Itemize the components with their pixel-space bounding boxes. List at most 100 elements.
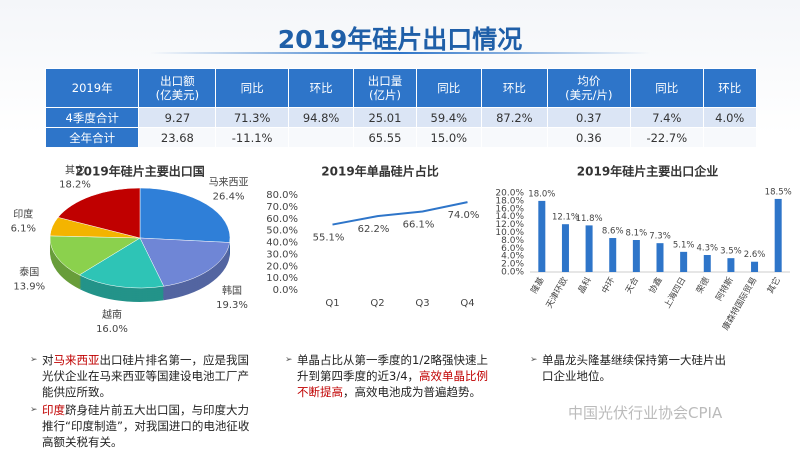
chart-title: 2019年硅片主要出口国 [75, 164, 204, 179]
value-label: 4.3% [696, 244, 718, 254]
header-text: (亿片) [368, 88, 401, 102]
header-text: (亿美元) [155, 88, 200, 102]
bullet: 单晶占比从第一季度的1/2略强快速上升到第四季度的近3/4，高效单晶比例不断提高… [285, 352, 495, 400]
header-cell: 同比 [215, 68, 289, 108]
table-cell [287, 127, 355, 148]
x-tick-label: 隆基 [529, 275, 547, 296]
header-text: 出口量 [367, 74, 403, 88]
x-tick-label: 上海四日 [662, 275, 689, 310]
y-tick-label: 60.0% [266, 214, 298, 225]
y-tick-label: 20.0% [266, 261, 298, 272]
bar [656, 243, 664, 272]
x-tick-label: 晶科 [576, 275, 594, 296]
table-cell [702, 127, 757, 148]
bullet-text: 马来西亚 [53, 353, 100, 367]
header-text: 同比 [437, 81, 461, 95]
bullet-text: 对 [42, 353, 54, 367]
value-label: 55.1% [313, 233, 345, 244]
bar [538, 200, 546, 272]
bullet: 印度跻身硅片前五大出口国，与印度大力推行“印度制造”，对我国进口的电池征收高额关… [30, 402, 260, 450]
value-label: 12.1% [552, 213, 579, 223]
watermark: 中国光伏行业协会CPIA [568, 404, 723, 422]
value-label: 18.2% [59, 179, 91, 190]
table-cell: 全年合计 [44, 127, 140, 148]
bar [727, 258, 735, 272]
bar [774, 198, 782, 272]
category-label: 越南 [102, 308, 122, 321]
header-cell: 环比 [481, 68, 548, 108]
header-cell: 出口额 (亿美元) [138, 68, 217, 108]
table-cell: 23.68 [138, 127, 217, 148]
value-label: 6.1% [11, 223, 36, 234]
y-tick-label: 0.0% [501, 268, 524, 278]
value-label: 18.0% [528, 189, 555, 199]
x-tick-label: 中环 [599, 275, 617, 296]
bar [632, 240, 640, 272]
value-label: 11.8% [576, 214, 603, 224]
x-tick-label: 荣德 [694, 275, 712, 296]
bullet-column: 单晶占比从第一季度的1/2略强快速上升到第四季度的近3/4，高效单晶比例不断提高… [285, 352, 495, 402]
line [332, 201, 468, 226]
table-cell: -22.7% [630, 127, 704, 148]
bar [680, 251, 688, 272]
table-cell: 0.37 [546, 107, 632, 128]
value-label: 2.6% [744, 250, 766, 260]
category-label: 其它 [65, 163, 85, 176]
pie-slice [139, 237, 230, 287]
x-tick-label: 协鑫 [647, 275, 665, 296]
y-tick-label: 40.0% [266, 238, 298, 249]
value-label: 19.3% [216, 300, 248, 311]
header-cell: 2019年 [44, 68, 140, 108]
header-text: 环比 [718, 81, 742, 95]
header-text: 同比 [655, 81, 679, 95]
y-tick-label: 12.0% [495, 220, 524, 230]
table-cell: 15.0% [415, 127, 483, 148]
value-label: 62.2% [358, 224, 390, 235]
value-label: 66.1% [403, 220, 435, 231]
value-label: 74.0% [448, 210, 480, 221]
chart-title: 2019年单晶硅片占比 [321, 164, 438, 179]
value-label: 13.9% [13, 282, 45, 293]
y-tick-label: 8.0% [501, 236, 524, 246]
y-tick-label: 0.0% [273, 285, 298, 296]
bullet-column: 单晶龙头隆基继续保持第一大硅片出口企业地位。 [530, 352, 730, 386]
x-tick-label: Q1 [325, 298, 339, 309]
x-tick-label: 天津环欧 [544, 275, 571, 310]
bullet-text: 单晶占比从第一季度的1/2略强快速上升到第四季度的近3/4， [297, 353, 489, 383]
x-tick-label: 阿特斯 [713, 275, 736, 303]
header-text: 同比 [240, 81, 264, 95]
value-label: 8.1% [626, 229, 648, 239]
bullet: 单晶龙头隆基继续保持第一大硅片出口企业地位。 [530, 352, 730, 384]
y-tick-label: 14.0% [495, 212, 524, 222]
value-label: 7.3% [649, 232, 671, 242]
table-cell: 25.01 [353, 107, 417, 128]
category-label: 泰国 [19, 266, 39, 279]
bar [609, 238, 617, 272]
table-row: 4季度合计 9.27 71.3% 94.8% 25.01 59.4% 87.2% 0.37 7.… [44, 107, 757, 128]
y-tick-label: 10.0% [266, 273, 298, 284]
table-cell: 4.0% [702, 107, 757, 128]
table-cell: -11.1% [215, 127, 289, 148]
table-cell: 0.36 [546, 127, 632, 148]
x-tick-label: Q4 [460, 298, 474, 309]
y-tick-label: 70.0% [266, 202, 298, 213]
y-tick-label: 10.0% [495, 228, 524, 238]
x-tick-label: Q3 [415, 298, 429, 309]
table-cell [481, 127, 548, 148]
bullet: 对马来西亚出口硅片排名第一，应是我国光伏企业在马来西亚等国建设电池工厂产能供应所… [30, 352, 260, 400]
y-tick-label: 4.0% [501, 252, 524, 262]
table-row: 全年合计 23.68 -11.1% 65.55 15.0% 0.36 -22.7% [44, 127, 757, 148]
value-label: 16.0% [96, 324, 128, 335]
pie-slice [78, 237, 165, 289]
header-cell: 环比 [287, 68, 355, 108]
bullet-text: 跻身硅片前五大出口国，与印度大力推行“印度制造”，对我国进口的电池征收高额关税有… [42, 403, 250, 449]
pie-slice [139, 187, 231, 243]
title-underline [150, 52, 650, 54]
slide-title: 2019年硅片出口情况 [277, 25, 523, 54]
bullet-text: 印度 [42, 403, 65, 417]
y-tick-label: 50.0% [266, 226, 298, 237]
table-cell: 4季度合计 [44, 107, 140, 128]
value-label: 26.4% [213, 191, 245, 202]
